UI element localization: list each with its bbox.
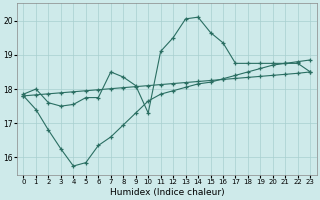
X-axis label: Humidex (Indice chaleur): Humidex (Indice chaleur)	[109, 188, 224, 197]
